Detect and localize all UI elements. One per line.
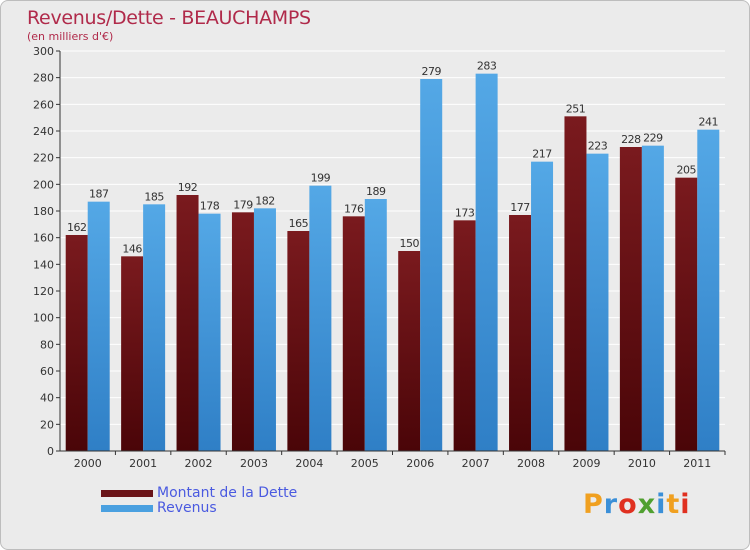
bars	[65, 73, 720, 452]
bar-revenus	[586, 153, 609, 451]
logo-letter: o	[618, 489, 638, 520]
bar-revenus	[198, 213, 221, 451]
y-tick-label: 120	[33, 285, 54, 298]
x-tick-label: 2007	[462, 457, 490, 470]
data-label: 173	[455, 206, 475, 219]
data-label: 192	[178, 181, 198, 194]
y-tick-label: 280	[33, 72, 54, 85]
legend-label-revenus: Revenus	[157, 500, 217, 516]
chart-title: Revenus/Dette - BEAUCHAMPS	[27, 7, 311, 29]
bar-revenus	[143, 204, 166, 451]
data-label: 283	[477, 60, 497, 73]
data-label: 162	[67, 221, 87, 234]
y-tick-label: 240	[33, 125, 54, 138]
data-label: 187	[89, 188, 109, 201]
bar-dette	[675, 177, 698, 451]
bar-dette	[619, 147, 642, 451]
data-label: 229	[643, 132, 663, 145]
data-label: 205	[677, 164, 697, 177]
data-label: 189	[366, 185, 386, 198]
logo-letter: t	[666, 489, 681, 520]
plot-background	[60, 51, 725, 451]
bar-dette	[176, 195, 199, 451]
logo-letter: x	[637, 489, 657, 520]
data-label: 185	[144, 190, 164, 203]
grid-lines	[60, 50, 725, 452]
logo-letter: r	[603, 489, 619, 520]
x-tick-label: 2008	[517, 457, 545, 470]
bar-revenus	[475, 73, 498, 452]
legend-swatch-dette	[101, 490, 153, 497]
data-label: 199	[311, 172, 331, 185]
data-label: 279	[421, 65, 441, 78]
y-tick-label: 180	[33, 205, 54, 218]
bar-revenus	[87, 201, 110, 451]
axes	[56, 50, 726, 455]
y-tick-label: 160	[33, 232, 54, 245]
data-label: 150	[399, 237, 419, 250]
data-label: 179	[233, 198, 253, 211]
x-tick-label: 2001	[129, 457, 157, 470]
bar-revenus	[531, 161, 554, 451]
y-tick-label: 0	[47, 445, 54, 458]
data-label: 176	[344, 202, 364, 215]
x-tick-label: 2011	[683, 457, 711, 470]
x-tick-label: 2010	[628, 457, 656, 470]
bar-dette	[65, 235, 88, 451]
x-tick-label: 2006	[406, 457, 434, 470]
bar-revenus	[641, 145, 664, 451]
y-tick-label: 200	[33, 178, 54, 191]
data-label: 182	[255, 194, 275, 207]
bar-dette	[398, 251, 421, 451]
logo-letter: i	[656, 489, 667, 520]
bar-revenus	[364, 199, 387, 451]
bar-dette	[342, 216, 365, 451]
data-label: 223	[588, 140, 608, 153]
bar-dette	[564, 116, 587, 451]
data-label: 146	[122, 242, 142, 255]
legend-label-dette: Montant de la Dette	[157, 485, 298, 501]
x-tick-label: 2009	[572, 457, 600, 470]
x-tick-label: 2002	[185, 457, 213, 470]
y-tick-label: 300	[33, 45, 54, 58]
data-label: 177	[510, 201, 530, 214]
proxiti-logo: Proxiti	[583, 489, 691, 520]
bar-revenus	[309, 185, 332, 451]
x-tick-label: 2003	[240, 457, 268, 470]
bar-dette	[231, 212, 254, 451]
logo-letter: P	[583, 489, 604, 520]
data-label: 165	[289, 217, 309, 230]
y-tick-label: 140	[33, 258, 54, 271]
bar-revenus	[253, 208, 276, 451]
labels: 0 20 40 60 80 100 120 140 160 180 200 220 240 260 280 3…	[33, 45, 719, 470]
data-label: 217	[532, 148, 552, 161]
bar-dette	[287, 231, 310, 451]
data-label: 251	[566, 102, 586, 115]
legend-swatch-revenus	[101, 505, 153, 512]
data-label: 241	[699, 116, 719, 129]
data-label: 178	[200, 200, 220, 213]
y-tick-label: 220	[33, 152, 54, 165]
y-tick-label: 60	[40, 365, 54, 378]
y-tick-label: 260	[33, 98, 54, 111]
y-tick-label: 100	[33, 312, 54, 325]
y-tick-label: 20	[40, 418, 54, 431]
bar-revenus	[420, 79, 443, 451]
y-tick-label: 80	[40, 338, 54, 351]
bar-dette	[509, 215, 532, 451]
data-label: 228	[621, 133, 641, 146]
x-tick-label: 2005	[351, 457, 379, 470]
bar-dette	[121, 256, 144, 451]
bar-dette	[453, 220, 476, 451]
logo-letter: i	[680, 489, 691, 520]
x-tick-label: 2000	[74, 457, 102, 470]
y-tick-label: 40	[40, 392, 54, 405]
bar-revenus	[697, 129, 720, 451]
chart-subtitle: (en milliers d'€)	[27, 30, 114, 43]
x-tick-label: 2004	[295, 457, 323, 470]
